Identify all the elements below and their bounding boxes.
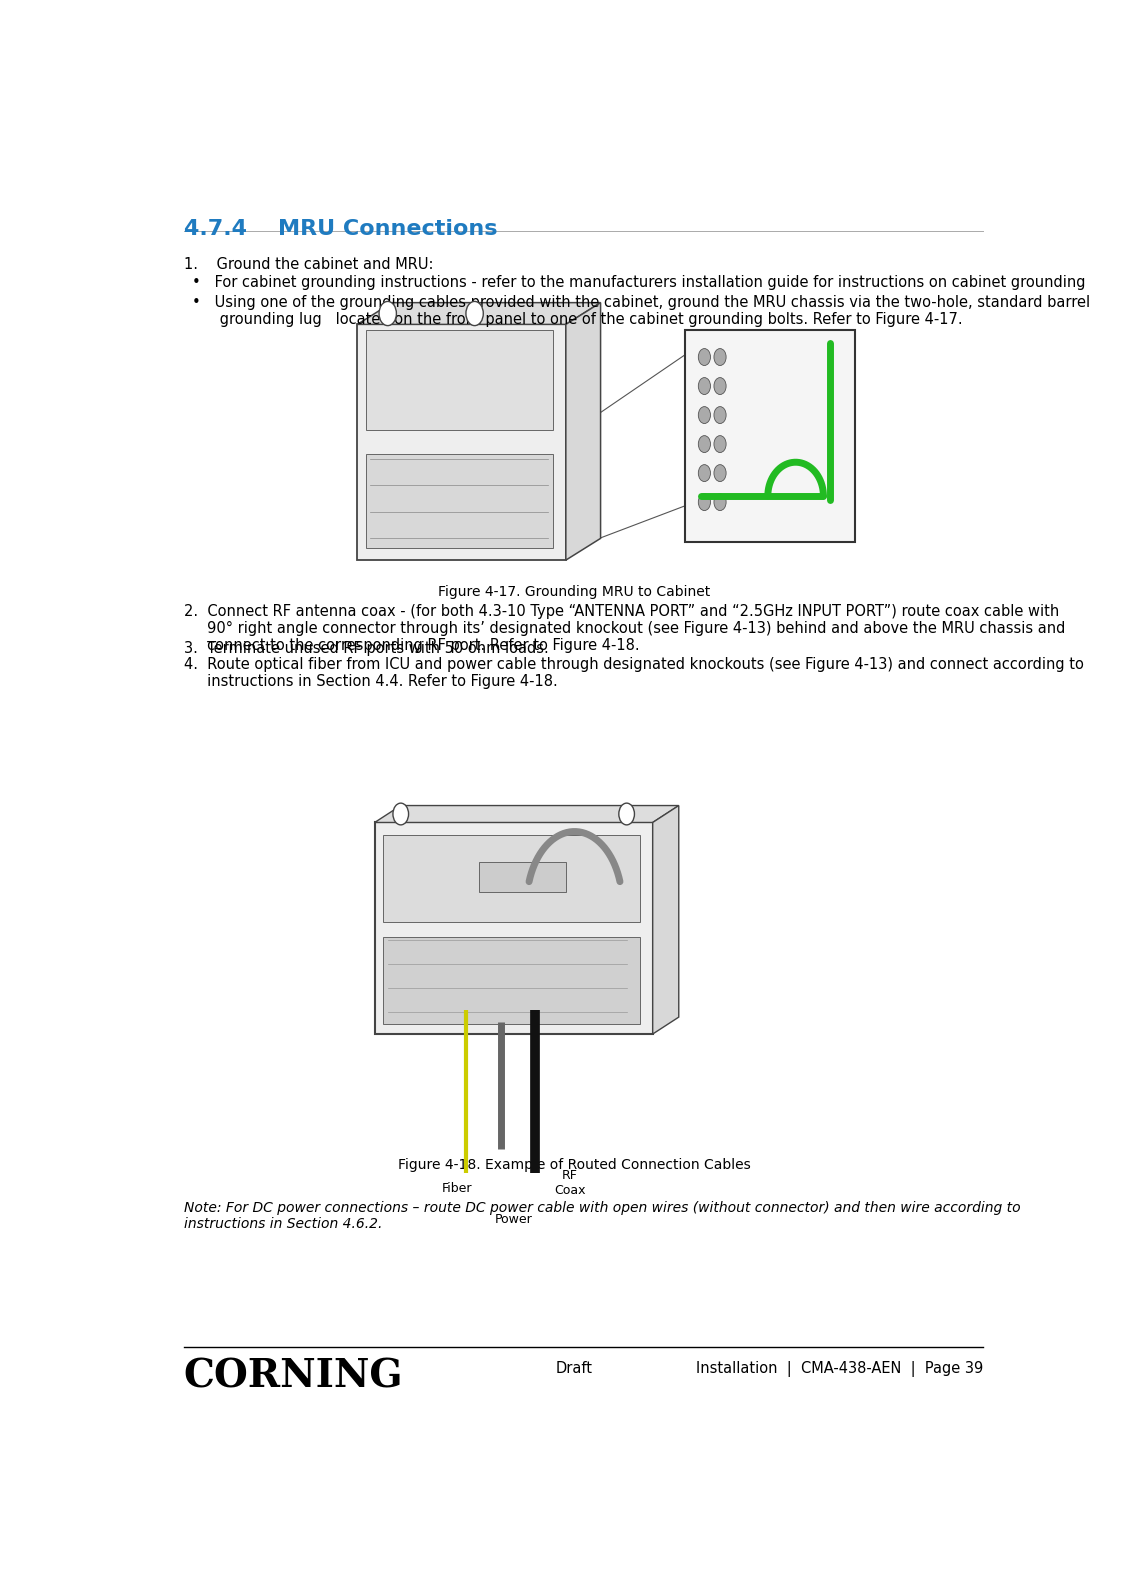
Text: •   For cabinet grounding instructions - refer to the manufacturers installation: • For cabinet grounding instructions - r…: [193, 275, 1086, 290]
Circle shape: [698, 407, 711, 424]
Circle shape: [698, 493, 711, 510]
Text: Note: For DC power connections – route DC power cable with open wires (without c: Note: For DC power connections – route D…: [184, 1201, 1020, 1215]
Circle shape: [714, 378, 726, 394]
Text: 4.  Route optical fiber from ICU and power cable through designated knockouts (s: 4. Route optical fiber from ICU and powe…: [184, 658, 1083, 672]
Text: CORNING: CORNING: [184, 1358, 404, 1396]
Circle shape: [393, 804, 408, 824]
FancyBboxPatch shape: [383, 835, 640, 922]
Polygon shape: [358, 303, 601, 325]
Text: 2.  Connect RF antenna coax - (for both 4.3-10 Type “ANTENNA PORT” and “2.5GHz I: 2. Connect RF antenna coax - (for both 4…: [184, 604, 1059, 619]
Text: 90° right angle connector through its’ designated knockout (see Figure 4-13) beh: 90° right angle connector through its’ d…: [184, 622, 1065, 636]
Circle shape: [619, 804, 634, 824]
Circle shape: [466, 301, 483, 325]
Circle shape: [714, 435, 726, 452]
Text: 3.  Terminate unused RF ports with 50 ohm loads.: 3. Terminate unused RF ports with 50 ohm…: [184, 641, 548, 656]
Circle shape: [698, 435, 711, 452]
Text: instructions in Section 4.4. Refer to Figure 4-18.: instructions in Section 4.4. Refer to Fi…: [184, 675, 557, 689]
Circle shape: [714, 407, 726, 424]
FancyBboxPatch shape: [479, 862, 566, 892]
FancyBboxPatch shape: [374, 823, 652, 1035]
Text: Installation  |  CMA-438-AEN  |  Page 39: Installation | CMA-438-AEN | Page 39: [696, 1361, 983, 1377]
Text: Draft: Draft: [556, 1361, 593, 1375]
FancyBboxPatch shape: [365, 330, 553, 430]
Polygon shape: [652, 805, 679, 1035]
Polygon shape: [374, 805, 679, 823]
Circle shape: [698, 465, 711, 482]
FancyBboxPatch shape: [685, 330, 854, 542]
Circle shape: [698, 349, 711, 366]
Text: Figure 4-18. Example of Routed Connection Cables: Figure 4-18. Example of Routed Connectio…: [398, 1159, 751, 1171]
Circle shape: [698, 378, 711, 394]
Text: Figure 4-17. Grounding MRU to Cabinet: Figure 4-17. Grounding MRU to Cabinet: [438, 586, 711, 598]
FancyBboxPatch shape: [365, 454, 553, 548]
Text: instructions in Section 4.6.2.: instructions in Section 4.6.2.: [184, 1217, 382, 1231]
Text: Power: Power: [494, 1214, 532, 1226]
Polygon shape: [566, 303, 601, 560]
Text: connect to the corresponding RF port. Refer to Figure 4-18.: connect to the corresponding RF port. Re…: [184, 637, 639, 653]
Circle shape: [714, 349, 726, 366]
FancyBboxPatch shape: [358, 325, 566, 560]
Text: Fiber: Fiber: [442, 1182, 472, 1195]
Circle shape: [714, 465, 726, 482]
Circle shape: [714, 493, 726, 510]
FancyBboxPatch shape: [383, 937, 640, 1024]
Text: RF
Coax: RF Coax: [555, 1170, 586, 1198]
Text: grounding lug   located on the front panel to one of the cabinet grounding bolts: grounding lug located on the front panel…: [193, 312, 963, 327]
Text: 4.7.4    MRU Connections: 4.7.4 MRU Connections: [184, 218, 497, 239]
Circle shape: [379, 301, 397, 325]
Text: •   Using one of the grounding cables provided with the cabinet, ground the MRU : • Using one of the grounding cables prov…: [193, 295, 1091, 309]
Text: 1.    Ground the cabinet and MRU:: 1. Ground the cabinet and MRU:: [184, 257, 433, 272]
